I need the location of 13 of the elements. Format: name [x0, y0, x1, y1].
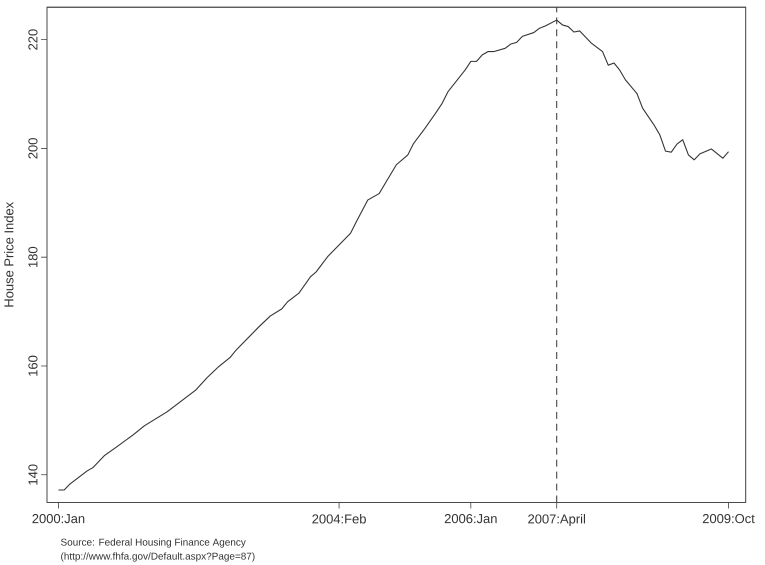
x-tick-label: 2000:Jan: [32, 514, 84, 524]
y-tick-label: 160: [28, 356, 38, 376]
y-tick-label: 140: [28, 464, 38, 485]
text: (http://www.fhfa.gov/Default.aspx?Page=87): [61, 552, 255, 562]
source-note: Source: Federal Housing Finance Agency: [60, 538, 246, 548]
x-tick-label: 2009:Oct: [702, 514, 755, 524]
x-tick-label: 2006:Jan: [444, 514, 497, 524]
y-axis-title: House Price Index: [4, 202, 14, 307]
y-tick-label: 200: [28, 138, 38, 159]
x-tick-label: 2007:April: [528, 514, 585, 526]
x-tick-label: 2004:Feb: [312, 514, 366, 524]
y-tick-label: 180: [28, 246, 38, 268]
y-tick-label: 220: [28, 29, 38, 50]
